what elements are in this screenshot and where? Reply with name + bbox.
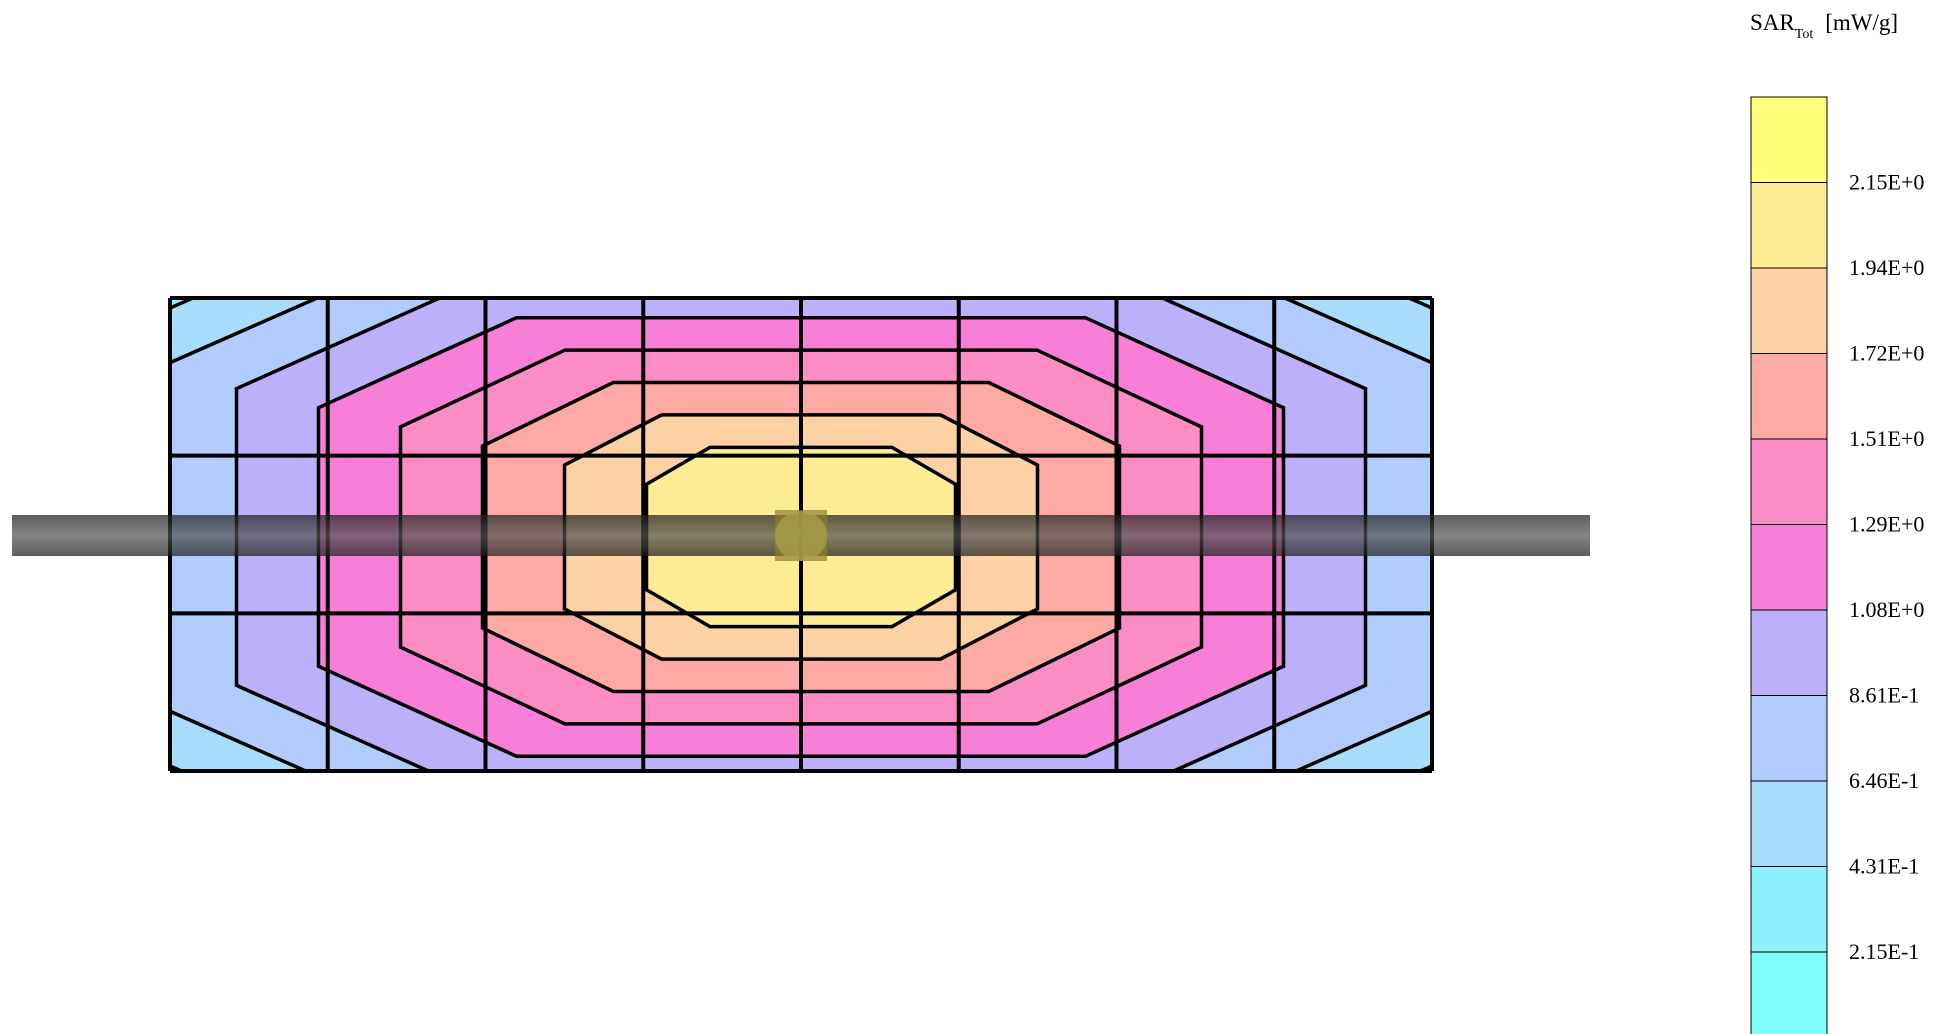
colorbar-swatch [1750, 267, 1828, 354]
dipole-antenna [12, 510, 1590, 561]
colorbar-tick-label: 1.51E+0 [1849, 426, 1924, 451]
colorbar-swatch [1750, 96, 1828, 183]
colorbar-tick-label: 4.31E-1 [1849, 854, 1919, 879]
colorbar-title-main: SAR [1750, 10, 1795, 35]
colorbar-title-subscript: Tot [1795, 27, 1814, 42]
colorbar-swatch [1750, 182, 1828, 269]
contour-line [398, 348, 1204, 726]
colorbar-swatches [1750, 96, 1828, 1034]
colorbar-swatch [1750, 609, 1828, 696]
contour-line [316, 315, 1286, 759]
colorbar-tick-label: 2.15E-1 [1849, 939, 1919, 964]
contour-line [480, 380, 1122, 694]
colorbar-swatch [1750, 866, 1828, 953]
colorbar-swatch [1750, 524, 1828, 611]
contour-line [562, 413, 1040, 661]
colorbar-title: SARTot [mW/g] [1750, 10, 1898, 42]
colorbar-tick-label: 1.29E+0 [1849, 512, 1924, 537]
colorbar-tick-label: 8.61E-1 [1849, 683, 1919, 708]
contour-line [170, 298, 1432, 771]
colorbar: SARTot [mW/g] 2.15E+0 1.94E+0 1.72E+0 1.51E+… [1750, 10, 1924, 1034]
colorbar-tick-labels: 2.15E+0 1.94E+0 1.72E+0 1.51E+0 1.29E+0 1.08E… [1849, 170, 1924, 965]
contour-line [234, 298, 1368, 771]
colorbar-tick-label: 1.72E+0 [1849, 341, 1924, 366]
colorbar-tick-label: 6.46E-1 [1849, 768, 1919, 793]
contour-line-layer [170, 298, 1432, 771]
colorbar-swatch [1750, 951, 1828, 1034]
antenna-feed-point [775, 511, 827, 561]
colorbar-swatch [1750, 438, 1828, 525]
contour-line [170, 298, 1432, 771]
colorbar-swatch [1750, 353, 1828, 440]
colorbar-swatch [1750, 695, 1828, 782]
colorbar-units: [mW/g] [1825, 10, 1898, 35]
colorbar-swatch [1750, 780, 1828, 867]
colorbar-tick-label: 2.15E+0 [1849, 170, 1924, 195]
contour-line [644, 445, 958, 629]
colorbar-tick-label: 1.08E+0 [1849, 597, 1924, 622]
colorbar-tick-label: 1.94E+0 [1849, 255, 1924, 280]
